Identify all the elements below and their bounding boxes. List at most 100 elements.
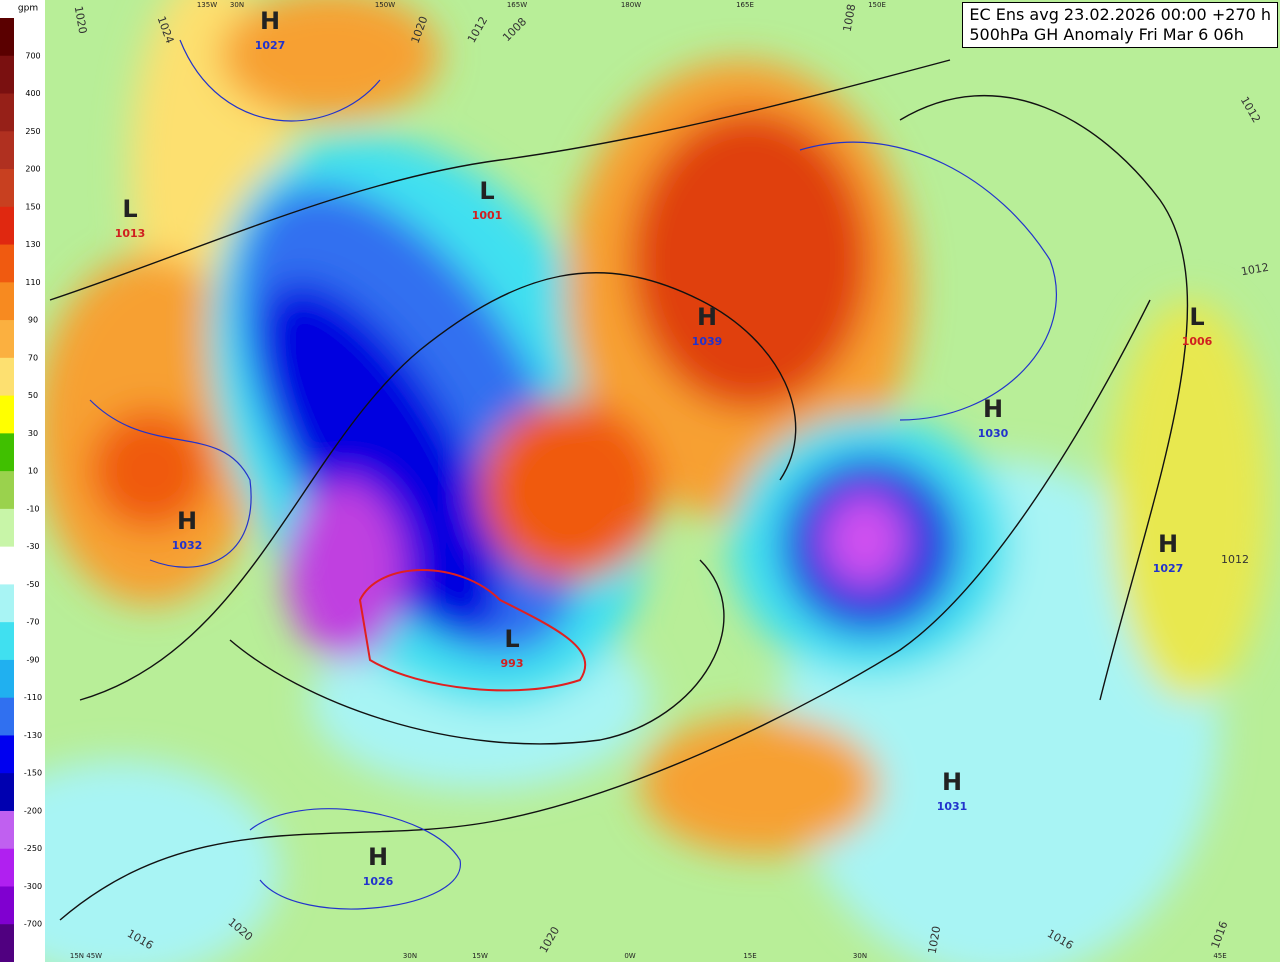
surface-isobars (89, 39, 1057, 910)
legend-tick-label: 400 (25, 89, 40, 98)
legend-band (0, 282, 14, 321)
legend-tick-label: 50 (28, 391, 38, 400)
longitude-label: 180W (621, 1, 641, 9)
legend-tick-label: -250 (24, 844, 42, 853)
pressure-center-value: 1032 (172, 539, 203, 552)
pressure-center-value: 1006 (1182, 335, 1213, 348)
isobar-label: 1012 (1221, 553, 1249, 566)
legend-tick-label: -700 (24, 920, 42, 929)
pressure-center-value: 1030 (978, 427, 1009, 440)
pressure-center-value: 1039 (692, 335, 723, 348)
title-line: EC Ens avg 23.02.2026 00:00 +270 h (969, 5, 1271, 24)
legend-tick-label: 700 (25, 51, 40, 60)
legend-tick-label: -200 (24, 806, 42, 815)
legend-band (0, 508, 14, 548)
legend-band (0, 395, 14, 434)
pressure-center-letter: L (479, 177, 494, 205)
legend-band (0, 93, 14, 132)
longitude-label: 135W (197, 1, 217, 9)
pressure-center-letter: H (983, 395, 1003, 423)
longitude-label: 30N (230, 1, 244, 9)
legend-band (0, 735, 14, 774)
legend-band (0, 924, 14, 962)
low-contour (358, 569, 587, 692)
title-line: 500hPa GH Anomaly Fri Mar 6 06h (969, 25, 1244, 44)
longitude-label: 150E (868, 1, 886, 9)
legend-tick-label: -90 (26, 655, 39, 664)
legend-tick-label: 10 (28, 467, 38, 476)
legend-band (0, 546, 14, 585)
legend-tick-label: -110 (24, 693, 42, 702)
legend-tick-label: 250 (25, 127, 40, 136)
legend-tick-label: 130 (25, 240, 40, 249)
pressure-center-letter: H (260, 7, 280, 35)
legend-tick-label: 70 (28, 353, 38, 362)
pressure-center-letter: H (368, 843, 388, 871)
isobar-label: 1008 (841, 3, 859, 33)
legend-tick-label: -150 (24, 769, 42, 778)
longitude-label: 45E (1213, 952, 1226, 960)
pressure-center-value: 1031 (937, 800, 968, 813)
legend-tick-label: -70 (26, 618, 39, 627)
longitude-label: 15E (743, 952, 756, 960)
legend-band (0, 320, 14, 359)
legend-tick-label: 150 (25, 202, 40, 211)
legend-band (0, 584, 14, 623)
isobar-label: 1020 (72, 5, 90, 35)
pressure-center-value: 1027 (255, 39, 286, 52)
legend-tick-label: 30 (28, 429, 38, 438)
legend-band (0, 169, 14, 208)
legend-band (0, 244, 14, 283)
pressure-center-value: 1001 (472, 209, 503, 222)
pressure-center-letter: H (1158, 530, 1178, 558)
pressure-center-letter: L (1189, 303, 1204, 331)
legend-band (0, 131, 14, 170)
longitude-label: 15W (472, 952, 488, 960)
longitude-label: 165W (507, 1, 527, 9)
longitude-label: 165E (736, 1, 754, 9)
legend-band (0, 697, 14, 736)
legend-band (0, 357, 14, 397)
legend-band (0, 886, 14, 925)
legend-band (0, 55, 14, 95)
legend-band (0, 206, 14, 246)
longitude-label: 30N (853, 952, 867, 960)
legend-band (0, 433, 14, 472)
longitude-label: 30N (403, 952, 417, 960)
legend-tick-label: -130 (24, 731, 42, 740)
legend-band (0, 471, 14, 510)
legend-tick-label: 90 (28, 316, 38, 325)
legend-unit: gpm (18, 4, 38, 14)
pressure-center-value: 993 (501, 657, 524, 670)
isobar-label: 1012 (1240, 261, 1270, 279)
pressure-center-letter: L (504, 625, 519, 653)
legend-band (0, 659, 14, 699)
legend-tick-label: -300 (24, 882, 42, 891)
legend-tick-label: -10 (26, 504, 39, 513)
legend-band (0, 18, 14, 57)
pressure-center-value: 1026 (363, 875, 394, 888)
legend-band (0, 848, 14, 887)
legend-tick-label: -30 (26, 542, 39, 551)
longitude-label: 150W (375, 1, 395, 9)
pressure-center-value: 1013 (115, 227, 146, 240)
longitude-label: 15N 45W (70, 952, 102, 960)
pressure-center-letter: H (942, 768, 962, 796)
legend-band (0, 622, 14, 661)
pressure-center-letter: L (122, 195, 137, 223)
pressure-center-letter: H (177, 507, 197, 535)
legend-tick-label: 110 (25, 278, 40, 287)
legend-tick-label: -50 (26, 580, 39, 589)
legend-tick-label: 200 (25, 165, 40, 174)
pressure-center-letter: H (697, 303, 717, 331)
pressure-center-value: 1027 (1153, 562, 1184, 575)
title-box: EC Ens avg 23.02.2026 00:00 +270 h 500hP… (962, 2, 1278, 48)
isobars (49, 59, 1189, 921)
legend-band (0, 810, 14, 850)
isobar-label: 1020 (926, 925, 944, 955)
legend-band (0, 773, 14, 812)
longitude-label: 0W (624, 952, 635, 960)
